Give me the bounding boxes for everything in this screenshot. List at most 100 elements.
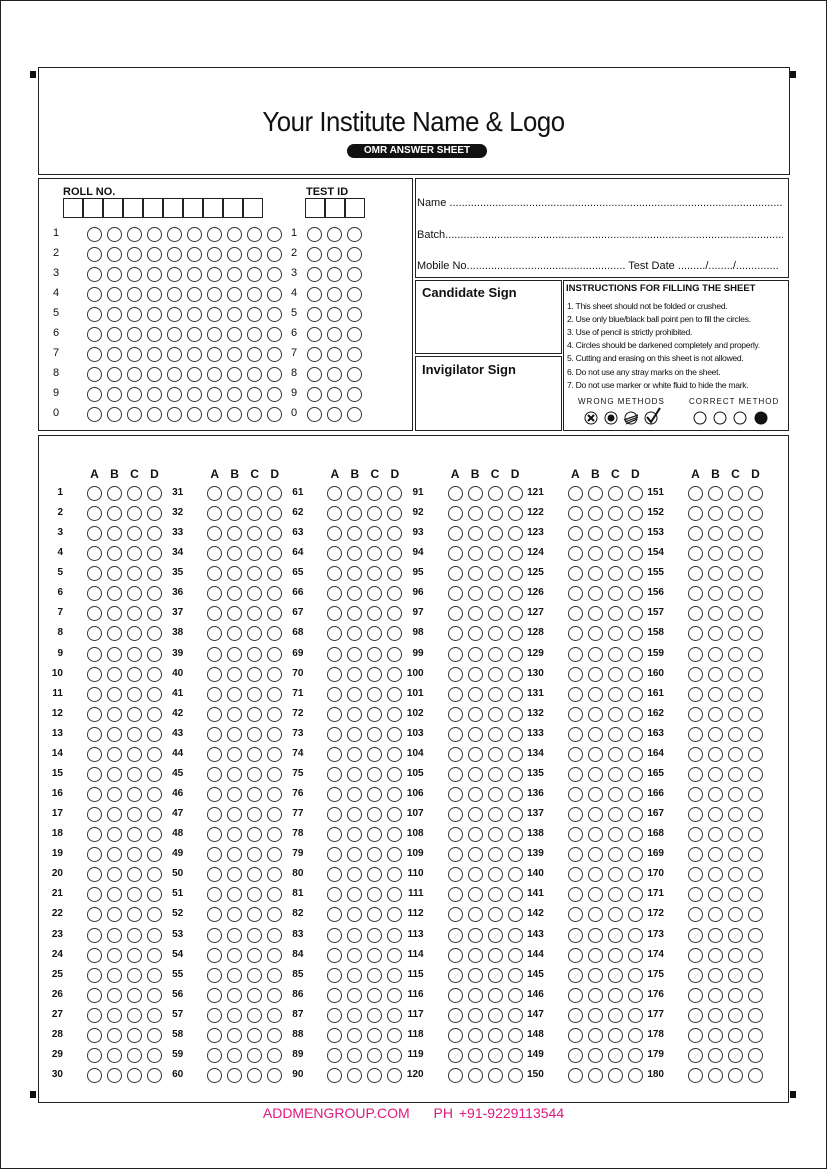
answer-bubble-c[interactable]	[247, 626, 263, 642]
answer-bubble-d[interactable]	[267, 967, 283, 983]
answer-bubble-d[interactable]	[387, 486, 403, 501]
answer-bubble-d[interactable]	[147, 887, 162, 903]
answer-bubble-c[interactable]	[247, 706, 263, 722]
answer-bubble-b[interactable]	[107, 506, 122, 522]
answer-bubble-b[interactable]	[347, 847, 363, 863]
answer-bubble-d[interactable]	[748, 586, 763, 602]
answer-bubble-a[interactable]	[567, 1027, 583, 1043]
answer-bubble-d[interactable]	[507, 666, 523, 682]
answer-bubble-b[interactable]	[467, 987, 483, 1003]
answer-bubble-b[interactable]	[107, 787, 122, 803]
answer-bubble-c[interactable]	[127, 947, 142, 963]
answer-bubble-a[interactable]	[567, 967, 583, 983]
answer-bubble-c[interactable]	[728, 586, 743, 602]
answer-bubble-b[interactable]	[708, 1027, 723, 1043]
answer-bubble-c[interactable]	[607, 967, 623, 983]
answer-bubble-d[interactable]	[748, 546, 763, 562]
answer-bubble-c[interactable]	[487, 1007, 503, 1023]
answer-bubble-b[interactable]	[467, 967, 483, 983]
answer-bubble-c[interactable]	[487, 1027, 503, 1043]
answer-bubble-a[interactable]	[447, 1047, 463, 1063]
answer-bubble-c[interactable]	[367, 827, 383, 843]
answer-bubble-a[interactable]	[87, 566, 102, 582]
roll-bubble[interactable]	[267, 347, 282, 362]
roll-bubble[interactable]	[227, 227, 242, 242]
answer-bubble-b[interactable]	[347, 987, 363, 1003]
answer-bubble-b[interactable]	[227, 686, 243, 702]
answer-bubble-a[interactable]	[447, 566, 463, 582]
answer-bubble-d[interactable]	[387, 807, 403, 823]
answer-bubble-b[interactable]	[587, 506, 603, 522]
answer-bubble-c[interactable]	[728, 1068, 743, 1084]
answer-bubble-b[interactable]	[107, 827, 122, 843]
answer-bubble-a[interactable]	[327, 526, 343, 542]
answer-bubble-c[interactable]	[728, 947, 743, 963]
answer-bubble-b[interactable]	[107, 967, 122, 983]
answer-bubble-b[interactable]	[107, 766, 122, 782]
answer-bubble-a[interactable]	[327, 807, 343, 823]
answer-bubble-a[interactable]	[207, 686, 223, 702]
answer-bubble-d[interactable]	[387, 506, 403, 522]
answer-bubble-a[interactable]	[688, 1047, 703, 1063]
roll-bubble[interactable]	[167, 287, 182, 302]
answer-bubble-b[interactable]	[587, 967, 603, 983]
answer-bubble-b[interactable]	[467, 867, 483, 883]
answer-bubble-b[interactable]	[227, 1047, 243, 1063]
answer-bubble-a[interactable]	[447, 626, 463, 642]
answer-bubble-d[interactable]	[627, 927, 643, 943]
answer-bubble-a[interactable]	[87, 726, 102, 742]
answer-bubble-a[interactable]	[688, 766, 703, 782]
roll-bubble[interactable]	[187, 327, 202, 342]
answer-bubble-c[interactable]	[247, 486, 263, 501]
answer-bubble-c[interactable]	[127, 807, 142, 823]
answer-bubble-a[interactable]	[207, 807, 223, 823]
answer-bubble-c[interactable]	[487, 907, 503, 923]
answer-bubble-a[interactable]	[207, 546, 223, 562]
answer-bubble-d[interactable]	[387, 606, 403, 622]
answer-bubble-c[interactable]	[367, 947, 383, 963]
answer-bubble-c[interactable]	[487, 606, 503, 622]
roll-bubble[interactable]	[127, 247, 142, 262]
roll-bubble[interactable]	[187, 387, 202, 402]
answer-bubble-b[interactable]	[587, 947, 603, 963]
answer-bubble-a[interactable]	[87, 486, 102, 501]
answer-bubble-a[interactable]	[688, 726, 703, 742]
answer-bubble-c[interactable]	[127, 506, 142, 522]
answer-bubble-d[interactable]	[507, 1007, 523, 1023]
answer-bubble-b[interactable]	[227, 787, 243, 803]
answer-bubble-c[interactable]	[127, 827, 142, 843]
answer-bubble-c[interactable]	[367, 987, 383, 1003]
roll-bubble[interactable]	[247, 267, 262, 282]
answer-bubble-b[interactable]	[347, 646, 363, 662]
answer-bubble-b[interactable]	[347, 566, 363, 582]
roll-bubble[interactable]	[267, 407, 282, 422]
answer-bubble-c[interactable]	[127, 787, 142, 803]
roll-bubble[interactable]	[127, 307, 142, 322]
answer-bubble-a[interactable]	[87, 706, 102, 722]
answer-bubble-c[interactable]	[728, 686, 743, 702]
answer-bubble-b[interactable]	[347, 927, 363, 943]
answer-bubble-b[interactable]	[107, 907, 122, 923]
answer-bubble-b[interactable]	[107, 1047, 122, 1063]
answer-bubble-a[interactable]	[87, 847, 102, 863]
test-id-bubble[interactable]	[307, 307, 322, 322]
answer-bubble-a[interactable]	[567, 907, 583, 923]
answer-bubble-c[interactable]	[367, 606, 383, 622]
answer-bubble-b[interactable]	[708, 546, 723, 562]
answer-bubble-d[interactable]	[147, 626, 162, 642]
answer-bubble-c[interactable]	[367, 666, 383, 682]
answer-bubble-a[interactable]	[688, 987, 703, 1003]
answer-bubble-d[interactable]	[627, 947, 643, 963]
answer-bubble-a[interactable]	[447, 1068, 463, 1084]
answer-bubble-c[interactable]	[487, 987, 503, 1003]
answer-bubble-d[interactable]	[267, 766, 283, 782]
answer-bubble-c[interactable]	[367, 766, 383, 782]
answer-bubble-a[interactable]	[567, 1047, 583, 1063]
test-id-bubble[interactable]	[347, 307, 362, 322]
answer-bubble-a[interactable]	[207, 927, 223, 943]
answer-bubble-a[interactable]	[567, 606, 583, 622]
answer-bubble-b[interactable]	[467, 666, 483, 682]
answer-bubble-a[interactable]	[207, 967, 223, 983]
answer-bubble-a[interactable]	[87, 666, 102, 682]
roll-bubble[interactable]	[187, 407, 202, 422]
